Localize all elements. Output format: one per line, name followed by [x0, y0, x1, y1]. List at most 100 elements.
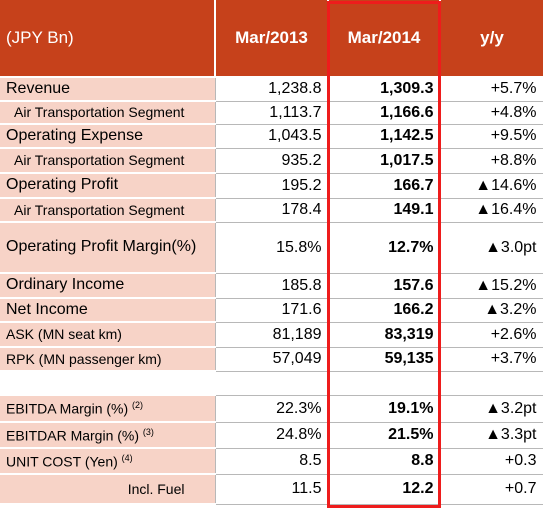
value-yoy: +0.3 [439, 447, 543, 475]
label-text: Air Transportation Segment [14, 201, 185, 218]
table-row: Revenue 1,238.8 1,309.3 +5.7% [0, 76, 543, 102]
table-row: Operating Profit Margin(%) 15.8% 12.7% ▲3.0… [0, 221, 543, 274]
table-row: Air Transportation Segment 1,113.7 1,166.6… [0, 100, 543, 125]
label-text: Incl. Fuel [127, 480, 185, 497]
empty-cell [215, 370, 328, 396]
table-row: Operating Profit 195.2 166.7 ▲14.6% [0, 172, 543, 199]
table-row: Air Transportation Segment 178.4 149.1 ▲16.… [0, 197, 543, 223]
value-yoy: ▲3.3pt [439, 421, 543, 449]
label-text: ASK (MN seat km) [6, 326, 122, 343]
label-text: EBITDAR Margin (%) [6, 427, 140, 444]
label-text: RPK (MN passenger km) [6, 350, 162, 367]
value-yoy: ▲3.2% [439, 297, 543, 323]
value-yoy: +0.7 [439, 473, 543, 505]
label-text: Air Transportation Segment [14, 152, 185, 169]
value-yoy: +8.8% [439, 147, 543, 174]
row-label: Revenue [0, 77, 215, 102]
row-label: Air Transportation Segment [0, 198, 215, 223]
row-label: Operating Expense [0, 124, 215, 149]
value-2013: 1,043.5 [214, 123, 329, 149]
table-row: ASK (MN seat km) 81,189 83,319 +2.6% [0, 321, 543, 348]
value-2013: 178.4 [214, 197, 329, 223]
label-text: Ordinary Income [6, 276, 125, 294]
table-row: EBITDAR Margin (%) (3) 24.8% 21.5% ▲3.3pt [0, 421, 543, 449]
value-yoy: ▲3.2pt [439, 394, 543, 423]
value-2014: 1,017.5 [327, 147, 441, 174]
value-2013: 57,049 [214, 346, 329, 372]
row-label: EBITDAR Margin (%) (3) [0, 422, 215, 449]
table-row: Incl. Fuel 11.5 12.2 +0.7 [0, 473, 543, 505]
label-text: EBITDA Margin (%) [6, 400, 129, 417]
value-2014: 1,309.3 [327, 76, 441, 102]
row-label: RPK (MN passenger km) [0, 347, 215, 372]
value-2013: 1,113.7 [214, 100, 329, 125]
table-row: Net Income 171.6 166.2 ▲3.2% [0, 297, 543, 323]
table-row: Operating Expense 1,043.5 1,142.5 +9.5% [0, 123, 543, 149]
value-2014: 12.2 [327, 473, 441, 505]
label-text: Revenue [6, 79, 71, 97]
value-2014: 166.2 [327, 297, 441, 323]
header-cell: (JPY Bn) [0, 0, 215, 78]
label-text: Operating Profit Margin(%) [6, 238, 197, 256]
row-label: EBITDA Margin (%) (2) [0, 395, 215, 423]
label-text: UNIT COST (Yen) [6, 453, 118, 470]
label-text: Operating Expense [6, 126, 143, 144]
value-yoy: +4.8% [439, 100, 543, 125]
value-2013: 935.2 [214, 147, 329, 174]
value-2014: 19.1% [327, 394, 441, 423]
row-label: Net Income [0, 298, 215, 323]
value-2013: 15.8% [214, 221, 329, 274]
value-yoy: ▲3.0pt [439, 221, 543, 274]
value-yoy: +2.6% [439, 321, 543, 348]
highlight-box [327, 1, 441, 508]
value-2014: 21.5% [327, 421, 441, 449]
row-label: Incl. Fuel [0, 474, 215, 505]
value-2013: 24.8% [214, 421, 329, 449]
value-2013: 11.5 [214, 473, 329, 505]
blank-row [0, 370, 543, 396]
value-2014: 8.8 [327, 447, 441, 475]
value-2013: 185.8 [214, 272, 329, 299]
value-2014: 166.7 [327, 172, 441, 199]
value-2013: 195.2 [214, 172, 329, 199]
table-row: Air Transportation Segment 935.2 1,017.5 +8… [0, 147, 543, 174]
row-label: Air Transportation Segment [0, 101, 215, 125]
label-text: Operating Profit [6, 176, 119, 194]
empty-cell [0, 371, 215, 396]
value-2014: 1,166.6 [327, 100, 441, 125]
header-cell: Mar/2013 [214, 0, 328, 78]
value-2013: 1,238.8 [214, 76, 329, 102]
header-cell: Mar/2014 [327, 0, 440, 78]
footnote-mark: (3) [142, 426, 154, 437]
value-2013: 171.6 [214, 297, 329, 323]
row-label: UNIT COST (Yen) (4) [0, 448, 215, 475]
label-text: Net Income [6, 300, 88, 318]
header-cell: y/y [439, 0, 543, 78]
value-yoy: +3.7% [439, 346, 543, 372]
table-row: UNIT COST (Yen) (4) 8.5 8.8 +0.3 [0, 447, 543, 475]
row-label: Ordinary Income [0, 273, 215, 299]
value-2013: 8.5 [214, 447, 329, 475]
row-label: Operating Profit [0, 173, 215, 199]
table-row: EBITDA Margin (%) (2) 22.3% 19.1% ▲3.2pt [0, 394, 543, 423]
row-label: Air Transportation Segment [0, 148, 215, 174]
value-2013: 81,189 [214, 321, 329, 348]
value-2014: 1,142.5 [327, 123, 441, 149]
value-yoy: +5.7% [439, 76, 543, 102]
empty-cell [440, 370, 543, 396]
row-label: ASK (MN seat km) [0, 322, 215, 348]
label-text: Air Transportation Segment [14, 104, 185, 121]
value-yoy: +9.5% [439, 123, 543, 149]
table-row: RPK (MN passenger km) 57,049 59,135 +3.7% [0, 346, 543, 372]
table-row: Ordinary Income 185.8 157.6 ▲15.2% [0, 272, 543, 299]
row-label: Operating Profit Margin(%) [0, 222, 215, 274]
footnote-mark: (4) [121, 452, 133, 463]
table-body: Revenue 1,238.8 1,309.3 +5.7% Air Transporta… [0, 76, 543, 505]
value-yoy: ▲15.2% [439, 272, 543, 299]
empty-cell [328, 370, 440, 396]
footnote-mark: (2) [132, 400, 144, 411]
value-yoy: ▲16.4% [439, 197, 543, 223]
value-2014: 157.6 [327, 272, 441, 299]
